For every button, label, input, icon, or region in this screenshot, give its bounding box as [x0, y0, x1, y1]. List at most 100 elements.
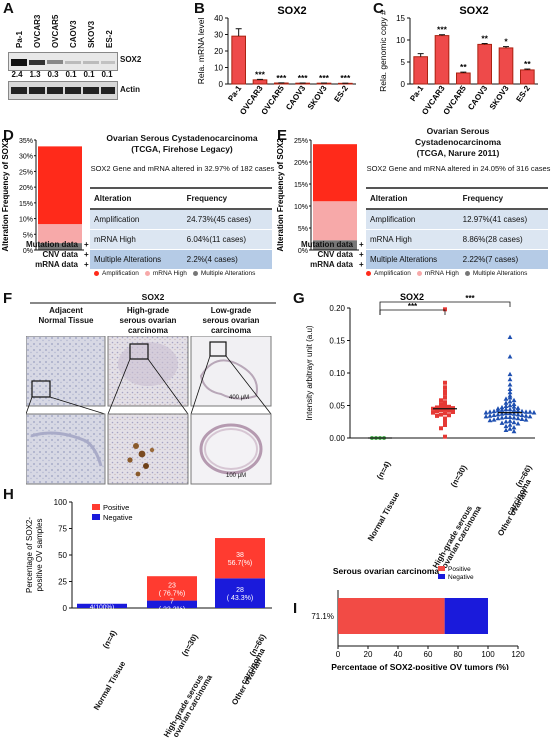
bar — [477, 43, 492, 85]
significance-mark: *** — [408, 302, 418, 311]
scatter-point — [507, 426, 513, 431]
scatter-point — [507, 418, 513, 423]
scatter-point — [507, 406, 513, 412]
scatter-point — [519, 416, 525, 421]
y-tick-label: 20% — [19, 185, 33, 192]
scatter-point — [491, 417, 497, 422]
bar-label: 56.7(%) — [228, 560, 253, 567]
table-cell: 24.73%(45 cases) — [182, 209, 272, 230]
scatter-point — [435, 405, 439, 410]
scatter-point — [503, 427, 509, 432]
significance-mark: *** — [255, 69, 266, 79]
data-row-plus: + — [84, 260, 89, 269]
scatter-point — [503, 400, 509, 405]
significance-mark: * — [504, 37, 508, 47]
panel-label-f: F — [3, 290, 13, 307]
scatter-point — [531, 410, 537, 415]
scatter-point — [515, 408, 521, 413]
y-tick-label: 15 — [396, 14, 405, 23]
legend-mrna: mRNA High — [424, 270, 459, 277]
scatter-point — [511, 404, 517, 409]
scatter-point — [503, 419, 509, 424]
scatter-point — [511, 397, 517, 403]
scatter-point — [511, 415, 517, 420]
scatter-point — [523, 409, 529, 414]
zoom-box — [129, 343, 149, 360]
scatter-point — [511, 411, 517, 416]
scatter-point — [435, 413, 439, 418]
panel-f-col2b: serous ovarian — [119, 316, 177, 325]
scatter-point — [439, 426, 443, 431]
quant-value: 0.3 — [47, 70, 59, 79]
x-tick-label: ES-2 — [332, 84, 350, 104]
legend-amp: Amplification — [374, 270, 411, 277]
scatter-point — [503, 403, 509, 408]
scale-bar-400: 400 μM — [229, 395, 250, 401]
panel-e-summary: SOX2 Gene and mRNA altered in 24.05% of … — [366, 164, 551, 173]
y-axis-label: Rela. genomic copy # — [378, 10, 388, 92]
y-axis-label: Alteration Frequency of SOX2 — [276, 138, 285, 252]
table-cell: Multiple Alterations — [366, 249, 459, 270]
scatter-point — [443, 307, 447, 312]
scatter-point — [507, 371, 513, 377]
stack-segment — [313, 144, 357, 202]
lane-label: OVCAR5 — [51, 14, 60, 48]
y-tick-label: 15% — [294, 182, 308, 189]
scatter-point — [503, 414, 509, 419]
scatter-point — [443, 400, 447, 405]
scatter-point — [507, 334, 513, 340]
lane-label: Pa-1 — [15, 31, 24, 48]
x-tick-label: 60 — [424, 650, 433, 659]
y-axis-label: positive OV samples — [35, 519, 44, 592]
bar-label: 38 — [236, 552, 244, 559]
scatter-point — [499, 415, 505, 420]
lane-label: CAOV3 — [69, 20, 78, 48]
y-tick-label: 40 — [214, 14, 223, 23]
legend-negative: Negative — [103, 513, 133, 522]
scatter-point — [499, 411, 505, 416]
band-label-actin: Actin — [120, 85, 140, 94]
bar — [231, 35, 246, 85]
scatter-point — [507, 389, 513, 395]
scatter-point — [523, 417, 529, 422]
table-cell: 8.86%(28 cases) — [458, 229, 548, 250]
scatter-point — [507, 422, 513, 427]
table-cell: mRNA High — [90, 229, 183, 250]
scatter-point — [443, 407, 447, 412]
panel-d-title: Ovarian Serous Cystadenocarcinoma (TCGA,… — [106, 133, 258, 154]
scatter-point — [511, 407, 517, 412]
y-axis-label: Percentage of SOX2- — [25, 517, 34, 593]
x-tick-label: SKOV3 — [488, 84, 511, 112]
chart-title: SOX2 — [459, 5, 488, 17]
band-label-sox2: SOX2 — [120, 55, 142, 64]
chart-h: 0 25 50 75 100 Percentage of SOX2- positive OV… — [25, 498, 272, 613]
table-cell: mRNA High — [366, 229, 459, 250]
significance-mark: ** — [524, 59, 531, 69]
scatter-point — [487, 413, 493, 418]
y-tick-label: 0 — [219, 80, 224, 89]
y-tick-label: 0% — [23, 248, 33, 255]
data-row-plus: + — [84, 250, 89, 259]
y-axis-label: Alteration Frequency of SOX2 — [1, 138, 10, 252]
stack-segment — [38, 224, 82, 244]
y-tick-label: 5 — [401, 58, 406, 67]
y-tick-label: 25% — [294, 138, 308, 145]
scatter-point — [503, 406, 509, 412]
significance-mark: *** — [319, 73, 330, 83]
y-tick-label: 10% — [294, 204, 308, 211]
y-tick-label: 20 — [214, 47, 223, 56]
scatter-point — [483, 413, 489, 419]
zoom-box — [31, 380, 51, 398]
scatter-point — [507, 395, 513, 400]
legend-swatch-negative — [92, 514, 100, 520]
scatter-point — [499, 420, 505, 425]
scatter-point — [443, 395, 447, 400]
scatter-point — [451, 406, 455, 411]
y-tick-label: 0% — [298, 248, 308, 255]
scatter-point — [499, 404, 505, 410]
legend-mrna: mRNA High — [152, 270, 187, 277]
bar — [456, 72, 471, 85]
scatter-point — [515, 415, 521, 421]
x-tick-label: 100 — [481, 650, 495, 659]
micrograph-normal-low — [26, 336, 106, 407]
